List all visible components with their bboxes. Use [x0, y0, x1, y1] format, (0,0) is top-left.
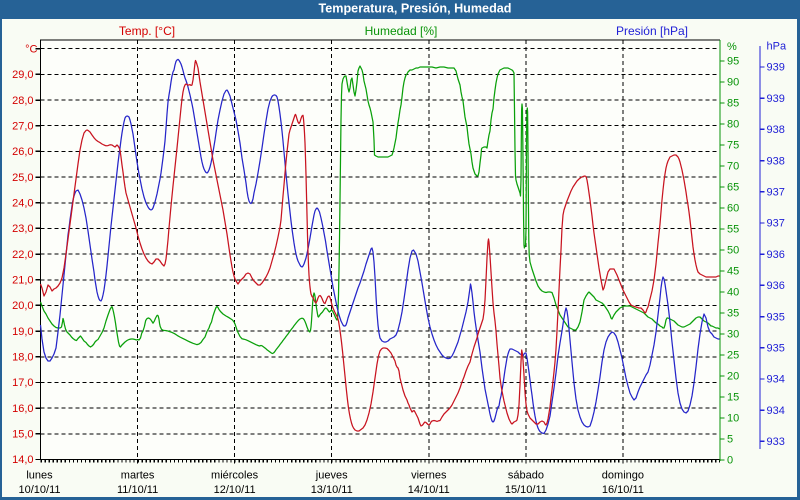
svg-text:miércoles: miércoles	[211, 470, 259, 482]
svg-text:16/10/11: 16/10/11	[602, 484, 644, 496]
svg-text:domingo: domingo	[602, 470, 644, 482]
svg-text:viernes: viernes	[411, 470, 447, 482]
svg-text:lunes: lunes	[26, 470, 53, 482]
svg-text:935: 935	[767, 311, 785, 323]
svg-text:hPa: hPa	[767, 41, 787, 53]
svg-text:martes: martes	[121, 470, 155, 482]
svg-text:15: 15	[727, 392, 739, 404]
svg-text:939: 939	[767, 62, 785, 74]
svg-text:22,0: 22,0	[12, 249, 33, 261]
svg-text:15/10/11: 15/10/11	[505, 484, 547, 496]
svg-text:10/10/11: 10/10/11	[18, 484, 60, 496]
svg-text:936: 936	[767, 280, 785, 292]
svg-text:90: 90	[727, 77, 739, 89]
svg-text:12/10/11: 12/10/11	[214, 484, 256, 496]
svg-text:11/10/11: 11/10/11	[117, 484, 158, 496]
svg-text:933: 933	[767, 436, 785, 448]
svg-text:95: 95	[727, 56, 739, 68]
svg-text:35: 35	[727, 308, 739, 320]
svg-text:19,0: 19,0	[12, 326, 33, 338]
svg-text:938: 938	[767, 124, 785, 136]
svg-text:20,0: 20,0	[12, 300, 33, 312]
svg-text:935: 935	[767, 343, 785, 355]
svg-text:13/10/11: 13/10/11	[311, 484, 353, 496]
svg-text:934: 934	[767, 374, 785, 386]
svg-text:20: 20	[727, 371, 739, 383]
svg-text:17,0: 17,0	[12, 377, 33, 389]
svg-text:0: 0	[727, 455, 733, 467]
svg-text:25: 25	[727, 350, 739, 362]
svg-text:28,0: 28,0	[12, 95, 33, 107]
svg-text:16,0: 16,0	[12, 403, 33, 415]
svg-text:14/10/11: 14/10/11	[408, 484, 450, 496]
svg-text:938: 938	[767, 155, 785, 167]
svg-text:70: 70	[727, 161, 739, 173]
svg-text:°C: °C	[25, 43, 37, 55]
svg-text:sábado: sábado	[508, 470, 544, 482]
svg-text:14,0: 14,0	[12, 454, 33, 466]
svg-text:23,0: 23,0	[12, 223, 33, 235]
svg-text:60: 60	[727, 203, 739, 215]
svg-text:21,0: 21,0	[12, 275, 33, 287]
svg-text:26,0: 26,0	[12, 146, 33, 158]
svg-text:939: 939	[767, 93, 785, 105]
svg-text:85: 85	[727, 98, 739, 110]
svg-text:936: 936	[767, 249, 785, 261]
svg-text:75: 75	[727, 140, 739, 152]
svg-text:15,0: 15,0	[12, 429, 33, 441]
svg-text:Temp. [°C]: Temp. [°C]	[119, 24, 175, 38]
svg-text:29,0: 29,0	[12, 69, 33, 81]
svg-text:25,0: 25,0	[12, 172, 33, 184]
svg-text:jueves: jueves	[315, 470, 348, 482]
svg-text:65: 65	[727, 182, 739, 194]
svg-text:5: 5	[727, 434, 733, 446]
svg-text:937: 937	[767, 218, 785, 230]
svg-text:80: 80	[727, 119, 739, 131]
svg-text:934: 934	[767, 405, 785, 417]
svg-text:Temperatura, Presión, Humedad: Temperatura, Presión, Humedad	[319, 1, 512, 15]
svg-text:10: 10	[727, 413, 739, 425]
svg-text:24,0: 24,0	[12, 197, 33, 209]
svg-text:%: %	[727, 41, 737, 53]
svg-text:Humedad [%]: Humedad [%]	[365, 24, 438, 38]
svg-text:50: 50	[727, 245, 739, 257]
svg-text:937: 937	[767, 187, 785, 199]
svg-text:55: 55	[727, 224, 739, 236]
svg-text:27,0: 27,0	[12, 120, 33, 132]
svg-text:45: 45	[727, 266, 739, 278]
svg-text:30: 30	[727, 329, 739, 341]
svg-text:40: 40	[727, 287, 739, 299]
svg-text:Presión [hPa]: Presión [hPa]	[616, 24, 688, 38]
svg-text:18,0: 18,0	[12, 352, 33, 364]
